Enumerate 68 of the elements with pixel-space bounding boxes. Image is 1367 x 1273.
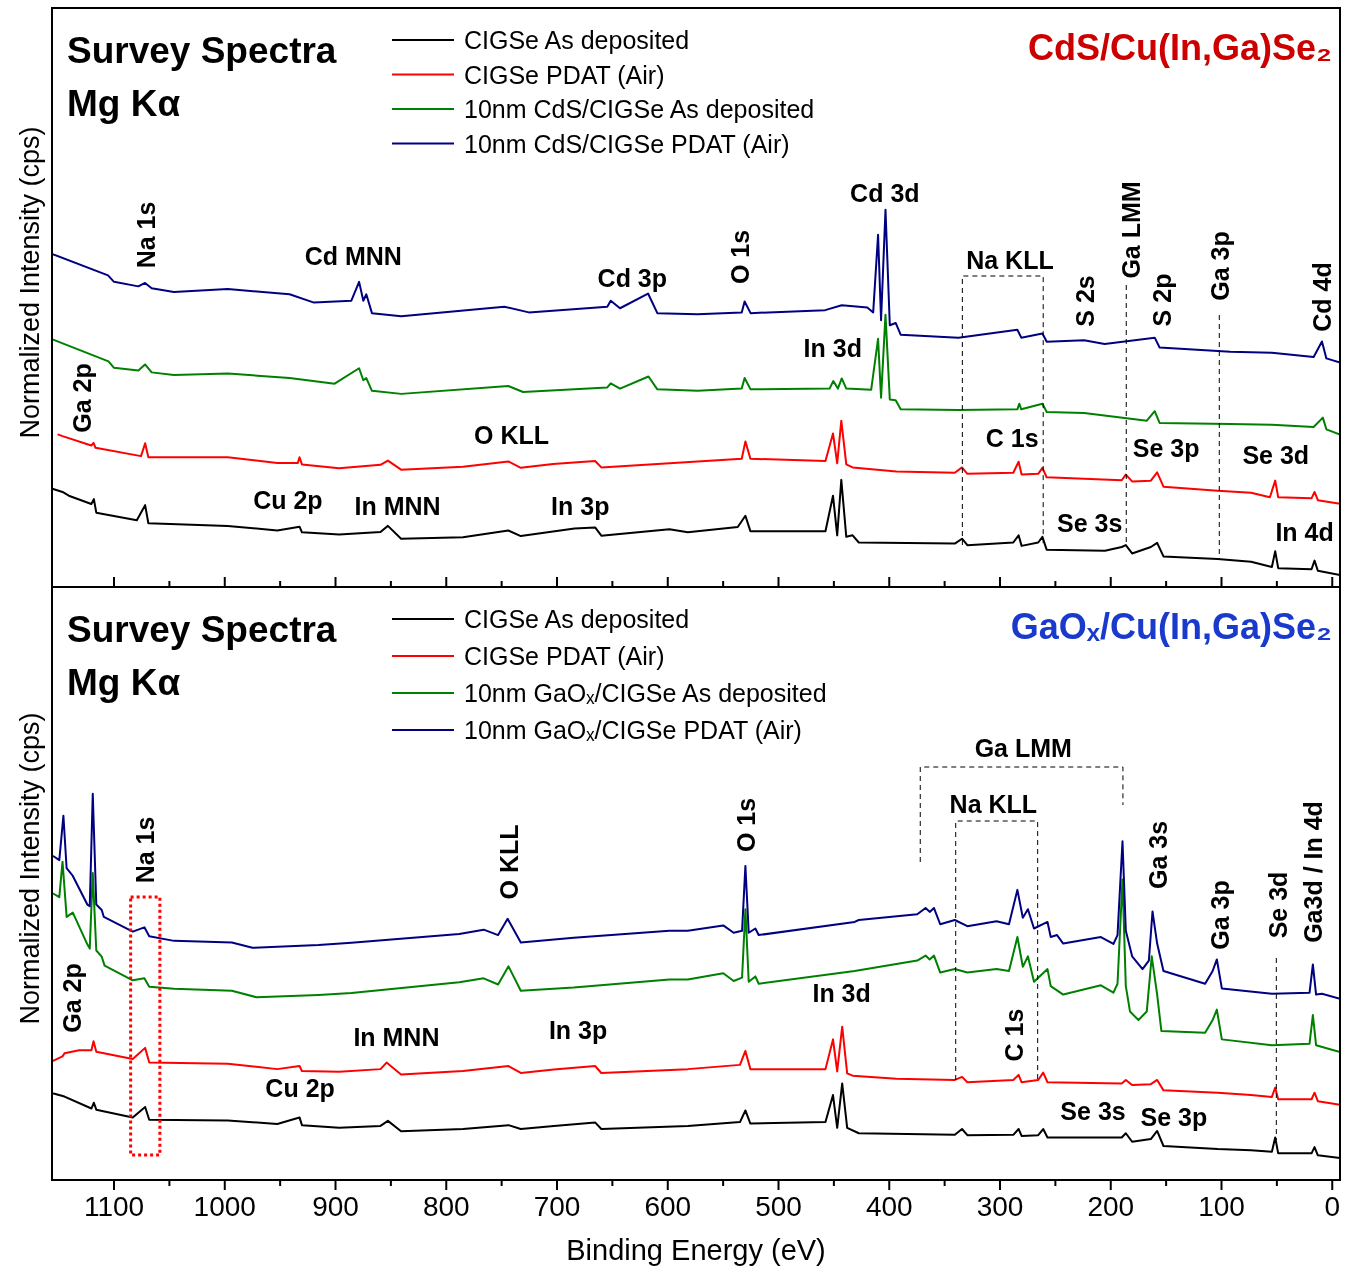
x-tick-label: 0	[1324, 1191, 1341, 1222]
annotation: Na 1s	[132, 201, 161, 269]
text: Ga LMM	[974, 734, 1072, 762]
x-tick-label: 800	[422, 1191, 470, 1222]
legend-label: CIGSe PDAT (Air)	[464, 60, 665, 89]
chart-subtitle: Mg Kα	[67, 662, 181, 703]
chart-title: Survey Spectra	[67, 30, 337, 71]
x-tick-label: 100	[1198, 1191, 1245, 1222]
annotation: Ga 2p	[57, 963, 86, 1033]
annotation: In MNN	[354, 492, 441, 520]
annotation: S 2s	[1071, 275, 1100, 327]
x-tick-label: 200	[1087, 1191, 1135, 1222]
x-tick-label: 1000	[193, 1191, 256, 1222]
y-axis-title: Normalized Intensity (cps)	[15, 126, 45, 439]
chart-subtitle: Mg Kα	[67, 83, 181, 124]
legend-label: 10nm CdS/CIGSe PDAT (Air)	[464, 129, 790, 158]
x-tick-label: 500	[755, 1191, 802, 1222]
legend-label: 10nm GaOₓ/CIGSe As deposited	[464, 679, 827, 707]
annotation: Se 3s	[1057, 509, 1123, 537]
annotation: Ga 3p	[1206, 880, 1235, 950]
annotation: Se 3d	[1263, 871, 1292, 939]
annotation: Ga3d / In 4d	[1299, 801, 1328, 943]
x-axis-title: Binding Energy (eV)	[566, 1234, 826, 1266]
annotation: Se 3p	[1140, 1103, 1208, 1131]
annotation: S 2p	[1147, 273, 1176, 327]
annotation: Cd 4d	[1308, 262, 1337, 332]
annotation: C 1s	[1000, 1008, 1029, 1062]
annotation: Na KLL	[949, 790, 1038, 818]
text: Cd 3d	[850, 179, 920, 207]
annotation: Cd 3p	[597, 264, 668, 292]
x-tick-label: 600	[644, 1191, 692, 1222]
annotation: In MNN	[353, 1023, 440, 1051]
legend-label: CIGSe PDAT (Air)	[464, 642, 665, 670]
annotation: Cd MNN	[304, 242, 402, 270]
chart-title: Survey Spectra	[67, 609, 337, 650]
annotation: In 3p	[551, 492, 610, 520]
legend-label: CIGSe As deposited	[464, 26, 690, 54]
annotation: Ga 3p	[1206, 231, 1235, 301]
annotation: Se 3p	[1132, 434, 1200, 462]
x-tick-label: 300	[976, 1191, 1024, 1222]
annotation: In 4d	[1275, 518, 1334, 546]
x-tick-label: 900	[312, 1191, 359, 1222]
y-axis-title: Normalized Intensity (cps)	[15, 712, 45, 1025]
text: GaOₓ/Cu(In,Ga)Se₂	[1010, 606, 1332, 647]
annotation: Na 1s	[131, 816, 160, 884]
annotation: Ga 3s	[1144, 820, 1173, 890]
annotation: O 1s	[725, 229, 754, 285]
annotation: C 1s	[985, 424, 1039, 452]
annotation: Na KLL	[966, 246, 1054, 274]
annotation: In 3p	[548, 1016, 608, 1044]
legend-label: 10nm CdS/CIGSe As deposited	[464, 95, 815, 123]
annotation: Ga LMM	[1116, 181, 1145, 279]
legend-label: 10nm GaOₓ/CIGSe PDAT (Air)	[464, 716, 802, 744]
x-tick-label: 700	[533, 1191, 581, 1222]
x-tick-label: 400	[865, 1191, 913, 1222]
annotation: Cu 2p	[253, 486, 323, 514]
annotation: O KLL	[495, 824, 524, 900]
annotation: Cu 2p	[265, 1074, 335, 1102]
annotation: In 3d	[803, 334, 862, 362]
x-tick-label: 1100	[83, 1191, 145, 1222]
annotation: Se 3s	[1060, 1097, 1126, 1125]
annotation: Ga 2p	[67, 363, 96, 433]
annotation: O 1s	[732, 797, 761, 853]
annotation: In 3d	[812, 979, 871, 1007]
annotation: O KLL	[474, 421, 550, 449]
annotation: Se 3d	[1242, 441, 1310, 469]
text: CdS/Cu(In,Ga)Se₂	[1027, 27, 1332, 68]
legend-label: CIGSe As deposited	[464, 605, 690, 633]
